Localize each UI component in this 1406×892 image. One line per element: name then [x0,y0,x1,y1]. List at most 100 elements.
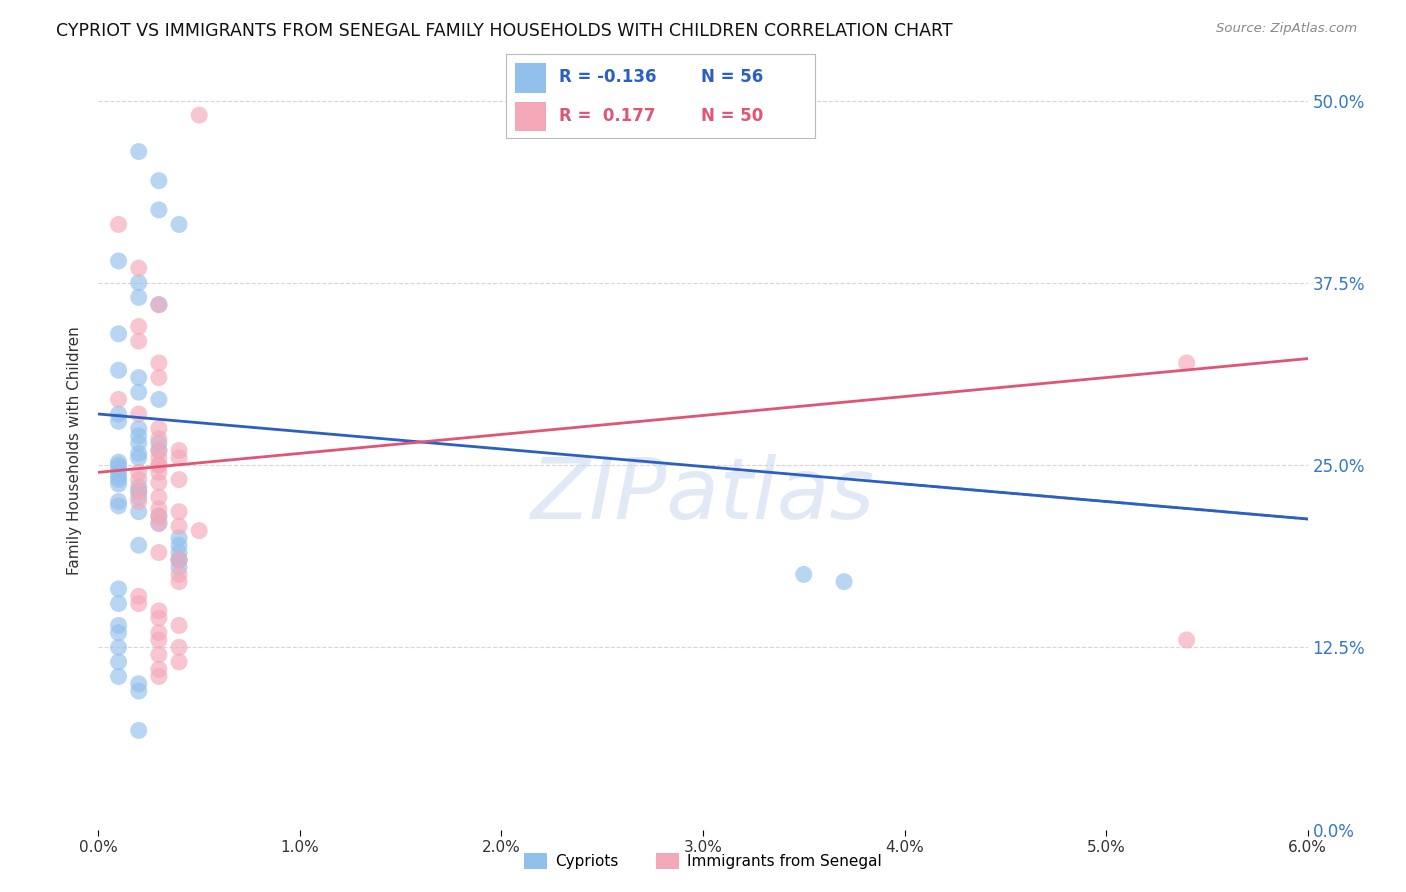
Point [167,218,190,232]
Point [128,319,150,334]
Point [128,484,150,499]
Point [148,458,170,472]
Point [167,618,190,632]
Point [128,505,150,519]
Point [148,490,170,504]
Point [107,326,129,341]
Point [148,509,170,524]
Point [148,202,170,217]
Point [128,290,150,304]
Point [148,604,170,618]
Point [167,450,190,465]
Text: R = -0.136: R = -0.136 [558,69,657,87]
Point [107,669,129,683]
Point [128,473,150,487]
Point [148,392,170,407]
Text: Source: ZipAtlas.com: Source: ZipAtlas.com [1216,22,1357,36]
Point [107,597,129,611]
Point [148,443,170,458]
Point [148,633,170,648]
Point [167,567,190,582]
Point [128,684,150,698]
Point [167,538,190,552]
Point [148,450,170,465]
Point [128,466,150,480]
Point [148,298,170,312]
Point [128,450,150,465]
Point [832,574,855,589]
Point [148,545,170,559]
Point [148,516,170,531]
Text: N = 56: N = 56 [702,69,763,87]
Point [167,655,190,669]
Point [167,505,190,519]
Point [1175,356,1198,370]
FancyBboxPatch shape [516,62,547,93]
Point [128,723,150,738]
Y-axis label: Family Households with Children: Family Households with Children [67,326,83,574]
Point [148,298,170,312]
Point [128,589,150,603]
Point [107,392,129,407]
Text: CYPRIOT VS IMMIGRANTS FROM SENEGAL FAMILY HOUSEHOLDS WITH CHILDREN CORRELATION C: CYPRIOT VS IMMIGRANTS FROM SENEGAL FAMIL… [56,22,953,40]
Point [148,669,170,683]
Point [167,443,190,458]
Point [167,473,190,487]
Text: ZIPatlas: ZIPatlas [531,454,875,538]
Text: N = 50: N = 50 [702,107,763,125]
Point [107,477,129,491]
Point [148,611,170,625]
Point [128,494,150,508]
Point [107,414,129,428]
Point [148,466,170,480]
Point [148,516,170,531]
Point [148,436,170,450]
Point [107,655,129,669]
Point [128,677,150,691]
Point [107,499,129,513]
Point [128,490,150,504]
Point [128,385,150,400]
Point [128,597,150,611]
Point [128,261,150,276]
Point [148,625,170,640]
Point [128,484,150,499]
Point [107,407,129,421]
Point [128,276,150,290]
Point [128,538,150,552]
Point [128,436,150,450]
Legend: Cypriots, Immigrants from Senegal: Cypriots, Immigrants from Senegal [519,847,887,875]
Point [107,618,129,632]
Point [148,432,170,446]
Point [107,494,129,508]
Point [128,429,150,443]
Point [107,218,129,232]
Point [128,370,150,384]
Point [188,524,211,538]
Point [128,480,150,494]
Point [167,519,190,533]
Point [148,174,170,188]
Point [107,625,129,640]
Point [167,574,190,589]
Point [107,473,129,487]
Text: R =  0.177: R = 0.177 [558,107,655,125]
Point [107,455,129,469]
Point [148,356,170,370]
Point [107,640,129,655]
Point [148,421,170,435]
Point [128,334,150,348]
Point [148,458,170,472]
Point [793,567,815,582]
Point [167,553,190,567]
Point [188,108,211,122]
Point [148,475,170,490]
Point [167,560,190,574]
Point [128,446,150,460]
Point [128,145,150,159]
Point [128,421,150,435]
Point [107,466,129,480]
Point [167,553,190,567]
Point [148,443,170,458]
FancyBboxPatch shape [516,102,547,131]
